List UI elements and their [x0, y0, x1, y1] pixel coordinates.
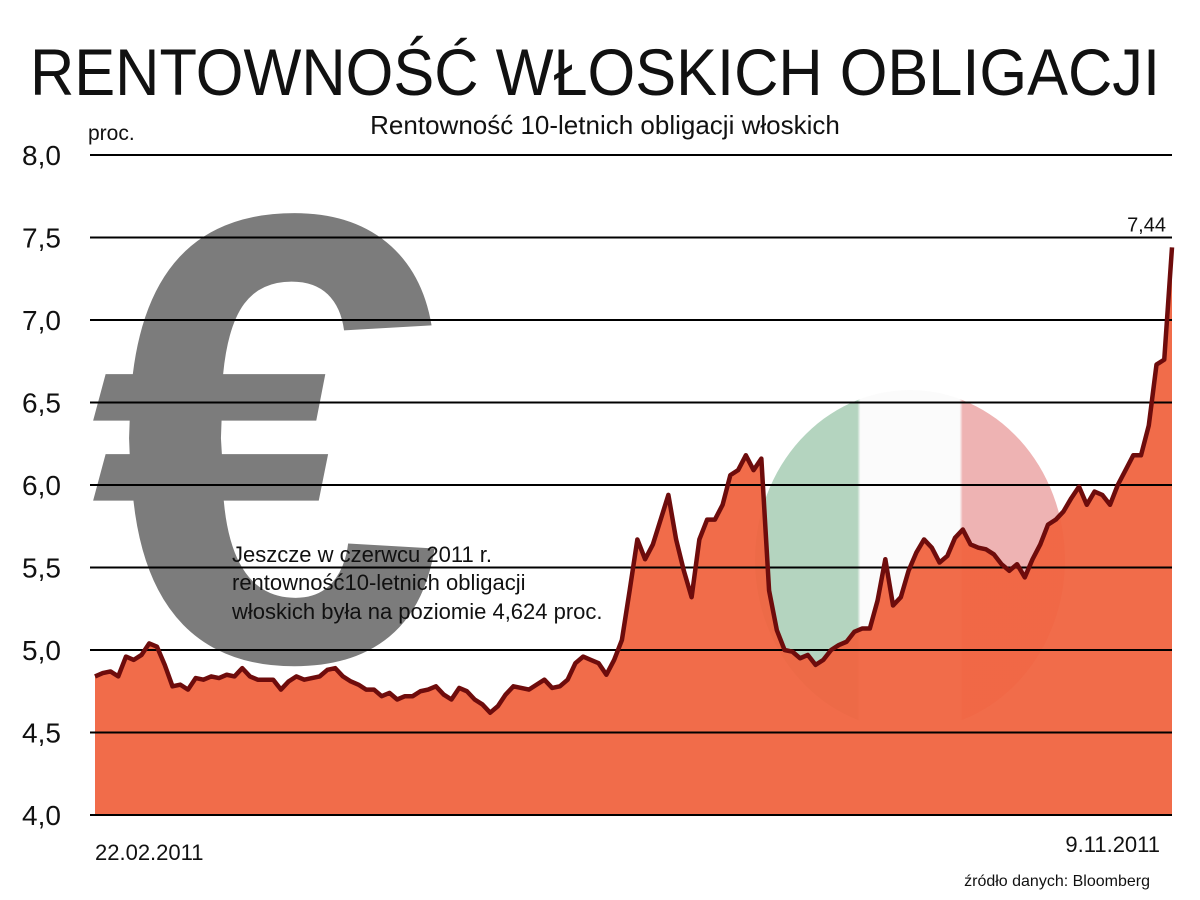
y-tick-label: 7,0: [22, 305, 61, 336]
annotation: rentowność10-letnich obligacji: [232, 570, 526, 595]
source-note: źródło danych: Bloomberg: [964, 873, 1150, 890]
y-tick-label: 5,0: [22, 635, 61, 666]
y-tick-label: 7,5: [22, 223, 61, 254]
y-tick-label: 4,5: [22, 718, 61, 749]
x-tick-label: 9.11.2011: [1065, 832, 1160, 857]
y-tick-label: 6,5: [22, 388, 61, 419]
value-label: 7,44: [1127, 214, 1166, 236]
line: [94, 247, 1175, 715]
y-tick-label: 6,0: [22, 470, 61, 501]
chart-subtitle: Rentowność 10-letnich obligacji włoskich: [370, 110, 840, 140]
y-axis-unit: proc.: [88, 122, 135, 145]
y-tick-label: 8,0: [22, 140, 61, 171]
y-tick-label: 4,0: [22, 800, 61, 831]
annotation: włoskich była na poziomie 4,624 proc.: [231, 599, 603, 624]
x-tick-label: 22.02.2011: [95, 840, 203, 865]
y-tick-label: 5,5: [22, 553, 61, 584]
annotation: Jeszcze w czerwcu 2011 r.: [232, 542, 492, 567]
chart-title: RENTOWNOŚĆ WŁOSKICH OBLIGACJI: [30, 35, 1160, 109]
area: [95, 247, 1172, 815]
plot-area: [90, 154, 1175, 816]
